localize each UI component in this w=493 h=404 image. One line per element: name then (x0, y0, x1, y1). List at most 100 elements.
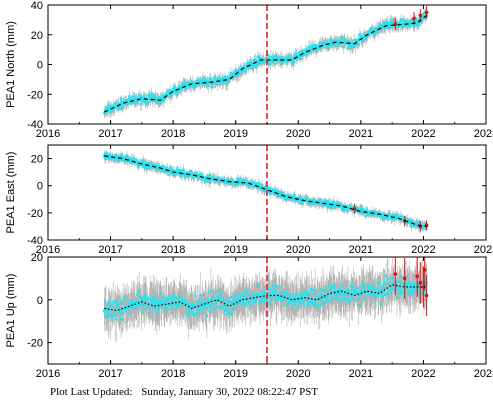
data-point (319, 299, 322, 302)
data-point (413, 289, 416, 293)
data-point (391, 213, 395, 217)
data-point (200, 300, 204, 304)
model-line (104, 14, 427, 113)
data-point (216, 77, 220, 80)
data-point (274, 54, 278, 58)
data-point (221, 297, 225, 300)
data-point (107, 104, 111, 108)
data-point (210, 85, 214, 89)
data-point (180, 88, 184, 91)
data-point (187, 175, 191, 179)
data-point (406, 291, 410, 295)
y-tick-label: 20 (31, 154, 43, 166)
data-point (381, 293, 385, 297)
x-tick-label: 2022 (411, 368, 435, 380)
data-point (158, 306, 161, 310)
data-point (400, 25, 404, 29)
data-point (191, 80, 195, 84)
data-point (208, 181, 212, 185)
data-point (121, 104, 124, 108)
y-axis-label: PEA1 North (mm) (5, 21, 17, 108)
data-point (163, 97, 167, 101)
data-point (333, 201, 336, 205)
data-point (203, 300, 207, 304)
data-point (244, 303, 247, 307)
y-tick-label: -20 (27, 208, 43, 220)
data-point (274, 300, 278, 303)
data-point (114, 299, 118, 303)
outlier-point (422, 268, 427, 272)
data-point (125, 154, 129, 158)
data-point (347, 289, 350, 293)
data-point (144, 293, 147, 297)
data-point (208, 310, 211, 313)
data-point (152, 295, 156, 299)
data-point (223, 309, 227, 313)
data-point (411, 291, 415, 295)
data-point (304, 290, 308, 294)
data-point (132, 300, 136, 303)
data-point (269, 63, 272, 66)
data-point (162, 99, 166, 103)
data-point (409, 290, 412, 294)
data-point (297, 299, 300, 303)
data-point (234, 298, 237, 302)
data-point (355, 287, 359, 290)
data-point (346, 40, 349, 43)
data-point (198, 308, 202, 312)
data-point (406, 20, 410, 24)
data-point (185, 298, 189, 302)
data-point (357, 303, 360, 307)
data-point (301, 294, 305, 298)
data-point (299, 301, 302, 305)
data-point (332, 292, 336, 296)
data-point (248, 294, 252, 297)
data-point (195, 312, 198, 315)
data-point (194, 85, 198, 89)
data-point (290, 306, 294, 310)
data-point (132, 95, 135, 99)
data-point (260, 60, 263, 63)
data-point (396, 280, 399, 284)
data-point (341, 36, 345, 40)
data-point (348, 299, 352, 303)
data-point (333, 286, 336, 290)
data-point (224, 299, 228, 303)
data-point (262, 299, 265, 303)
x-tick-label: 2017 (98, 128, 122, 140)
data-point (342, 293, 346, 297)
data-point (119, 307, 122, 311)
data-point (384, 26, 388, 29)
data-point (222, 81, 225, 85)
data-point (227, 305, 231, 309)
data-point (216, 176, 220, 179)
x-tick-label: 2016 (36, 368, 60, 380)
data-point (305, 293, 309, 297)
data-point (139, 103, 143, 106)
data-point (414, 285, 417, 289)
data-point (175, 171, 179, 175)
data-point (233, 306, 236, 310)
data-point (298, 291, 302, 295)
data-point (326, 298, 330, 302)
y-tick-label: -40 (27, 119, 43, 131)
data-point (337, 43, 340, 47)
data-point (283, 297, 287, 301)
data-point (191, 312, 195, 315)
data-point (265, 56, 269, 60)
data-point (108, 300, 111, 304)
data-point (187, 315, 191, 319)
data-point (297, 305, 301, 308)
data-point (390, 287, 394, 291)
data-point (376, 30, 380, 33)
data-point (308, 293, 311, 297)
data-point (360, 206, 363, 210)
data-point (308, 51, 312, 55)
data-point (170, 296, 173, 300)
data-point (318, 304, 322, 308)
data-point (358, 291, 362, 295)
data-point (147, 161, 151, 165)
data-point (409, 293, 413, 296)
outlier-point (402, 276, 407, 281)
outlier-point (418, 13, 423, 18)
